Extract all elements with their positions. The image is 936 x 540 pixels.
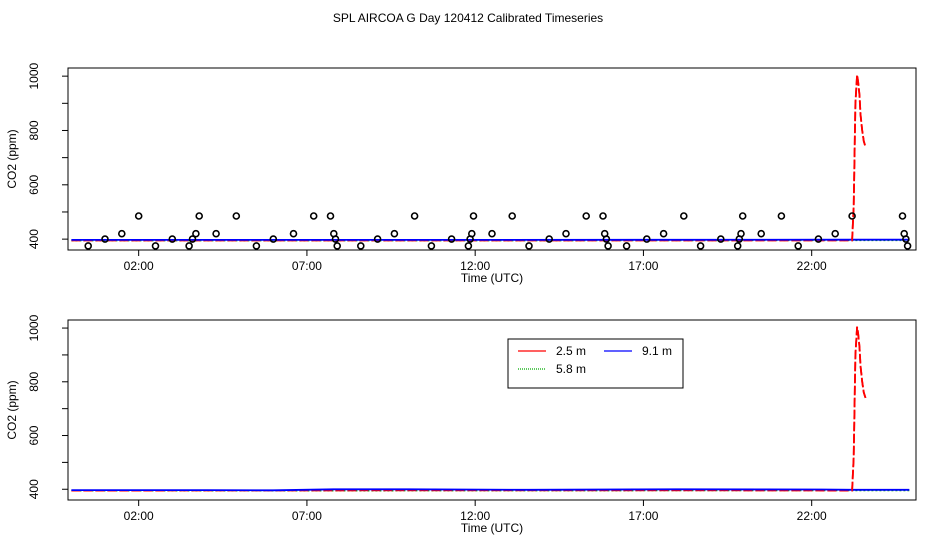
legend-label: 5.8 m: [556, 362, 586, 376]
calibration-point: [373, 235, 382, 243]
legend-box: [507, 338, 684, 389]
calibration-point: [545, 235, 554, 243]
calibration-point: [151, 242, 160, 250]
calibration-point: [602, 235, 611, 243]
calibration-point: [902, 235, 910, 243]
calibration-point: [831, 229, 840, 238]
legend-label: 2.5 m: [556, 344, 586, 358]
calibration-point: [188, 235, 197, 243]
legend-label: 9.1 m: [642, 344, 672, 358]
calibration-point: [410, 212, 419, 220]
calibration-point: [447, 235, 456, 243]
calibration-point: [508, 212, 517, 220]
calibration-point: [562, 229, 570, 238]
x-tick-label: 07:00: [292, 509, 322, 523]
calibration-point: [192, 229, 200, 238]
plot-area: [71, 326, 910, 492]
plot-frame: [67, 319, 917, 501]
x-tick-label: 07:00: [292, 259, 322, 273]
calibration-point: [898, 212, 907, 220]
calibration-point: [289, 229, 298, 238]
series-line-s25: [71, 326, 867, 492]
calibration-point: [757, 229, 766, 238]
y-tick-label: 800: [27, 371, 41, 391]
calibration-point: [356, 242, 365, 250]
calibration-point: [195, 212, 203, 220]
x-axis-label: Time (UTC): [461, 271, 523, 285]
series-line-s91: [71, 488, 910, 492]
calibration-point: [101, 235, 109, 243]
top-panel: 02:00 07:00 12:00 17:00 22:00 400 600 800 1000 Ti…: [5, 62, 917, 285]
calibration-point: [309, 212, 318, 220]
x-tick-label: 02:00: [124, 509, 154, 523]
y-tick-label: 600: [27, 174, 41, 194]
x-tick-label: 22:00: [797, 509, 827, 523]
calibration-point: [269, 235, 278, 243]
calibration-point: [794, 242, 803, 250]
calibration-point: [333, 242, 342, 250]
chart-title: SPL AIRCOA G Day 120412 Calibrated Times…: [333, 11, 603, 25]
x-tick-label: 17:00: [628, 509, 658, 523]
calibration-point: [814, 235, 823, 243]
plot-frame: [67, 67, 917, 251]
y-tick-label: 600: [27, 425, 41, 445]
legend: 2.5 m 5.8 m 9.1 m: [507, 338, 684, 389]
calibration-point: [604, 242, 612, 250]
bottom-panel: 02:00 07:00 12:00 17:00 22:00 400 600 800 1000 Ti…: [5, 314, 917, 535]
calibration-point: [582, 212, 591, 220]
calibration-point: [390, 229, 399, 238]
calibration-point: [427, 242, 436, 250]
calibration-point: [134, 212, 143, 220]
calibration-point: [232, 212, 241, 220]
series-spike-s25: [851, 74, 867, 241]
calibration-point: [331, 235, 340, 243]
calibration-point: [326, 212, 335, 220]
series-spike-s25: [851, 326, 867, 491]
calibration-point: [118, 229, 126, 238]
x-axis-label: Time (UTC): [461, 521, 523, 535]
calibration-point: [464, 242, 473, 250]
calibration-point: [642, 235, 651, 243]
calibration-point: [716, 235, 725, 243]
y-tick-label: 1000: [27, 314, 41, 341]
y-tick-label: 400: [27, 229, 41, 249]
calibration-point: [212, 229, 220, 238]
plot-area: [71, 74, 912, 250]
calibration-point: [185, 242, 193, 250]
y-tick-label: 1000: [27, 62, 41, 89]
x-tick-label: 12:00: [460, 509, 490, 523]
calibration-point: [622, 242, 631, 250]
calibration-point: [599, 212, 607, 220]
calibration-point: [737, 229, 745, 238]
y-tick-label: 400: [27, 479, 41, 499]
calibration-point: [168, 235, 177, 243]
y-axis-label: CO2 (ppm): [5, 380, 19, 439]
calibration-point: [848, 212, 856, 220]
calibration-point: [696, 242, 705, 250]
calibration-point: [467, 229, 476, 238]
calibration-point: [252, 242, 261, 250]
x-tick-label: 17:00: [628, 259, 658, 273]
x-tick-label: 22:00: [797, 259, 827, 273]
calibration-point: [469, 212, 478, 220]
x-tick-label: 02:00: [124, 259, 154, 273]
calibration-point: [525, 242, 533, 250]
calibration-point: [659, 229, 668, 238]
x-tick-label: 12:00: [460, 259, 490, 273]
calibration-point: [777, 212, 786, 220]
calibration-point: [903, 242, 912, 250]
calibration-point: [84, 242, 92, 250]
calibration-point: [733, 242, 742, 250]
calibration-point: [488, 229, 496, 238]
calibration-point: [738, 212, 747, 220]
y-tick-label: 800: [27, 120, 41, 140]
y-axis-label: CO2 (ppm): [5, 129, 19, 188]
calibration-point: [679, 212, 688, 220]
